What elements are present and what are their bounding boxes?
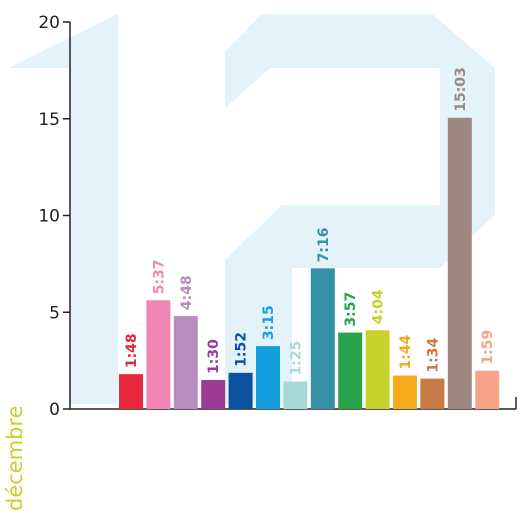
bar-data-label: 1:30	[206, 339, 222, 374]
month-label: décembre	[3, 405, 27, 511]
bar	[283, 381, 308, 409]
bar	[201, 379, 226, 409]
bar	[420, 378, 445, 409]
bar-labels: 1:48 5:37 4:48 1:30 1:52 3:15 1:25 7:16 3:57 4:04…	[124, 67, 496, 375]
bar	[338, 332, 363, 409]
bar-data-label: 7:16	[316, 227, 332, 262]
bar-data-label: 3:15	[261, 305, 277, 340]
bar-data-label: 4:04	[371, 289, 387, 324]
bar	[310, 268, 335, 409]
y-tick-label: 20	[38, 13, 60, 33]
bar	[228, 372, 253, 409]
bar-data-label: 3:57	[343, 292, 359, 327]
bar	[173, 316, 198, 409]
bar	[256, 346, 280, 409]
bar	[146, 300, 171, 409]
y-tick-label: 10	[38, 207, 60, 227]
y-tick-label: 5	[49, 303, 60, 323]
bar-data-label: 15:03	[453, 67, 469, 112]
bar-data-label: 5:37	[151, 259, 167, 294]
bar	[119, 374, 143, 409]
bar	[365, 330, 390, 409]
bar	[393, 375, 417, 409]
bar-data-label: 1:59	[480, 330, 496, 365]
bar-data-label: 4:48	[179, 275, 195, 310]
bar-data-label: 1:25	[288, 341, 304, 376]
bar-data-label: 1:48	[124, 333, 140, 368]
bar-data-label: 1:44	[398, 334, 414, 369]
y-tick-label: 15	[38, 110, 60, 130]
bar	[447, 117, 472, 409]
bars	[119, 117, 500, 409]
bar-data-label: 1:34	[425, 338, 441, 373]
bar	[475, 370, 500, 409]
background-motif	[8, 14, 495, 404]
y-tick-label: 0	[49, 400, 60, 420]
bar-data-label: 1:52	[234, 332, 250, 367]
